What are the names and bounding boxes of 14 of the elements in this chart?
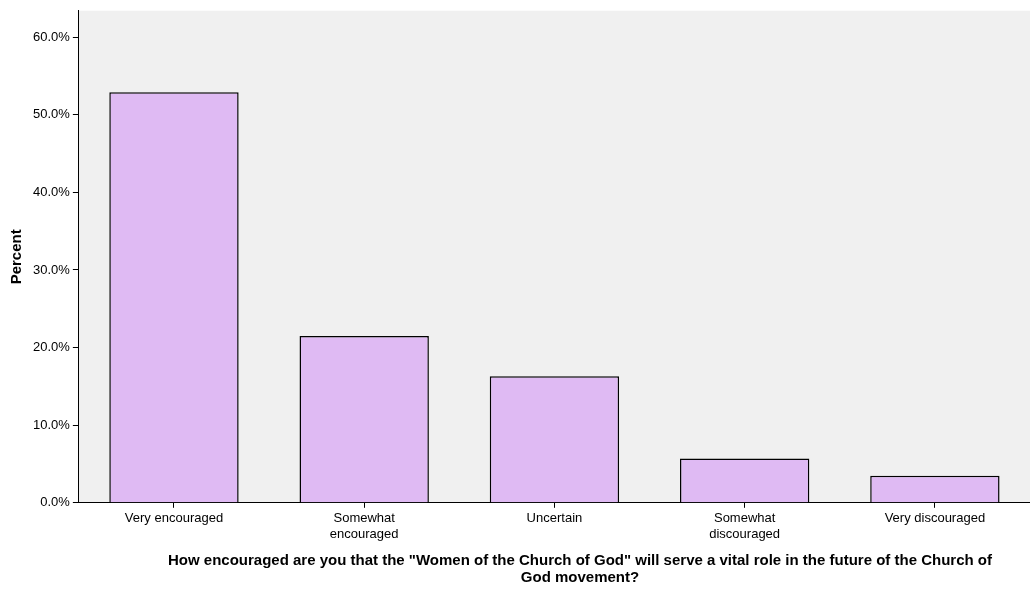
- x-tick-label: Somewhat encouraged: [329, 510, 399, 541]
- x-tick-label: Somewhat discouraged: [709, 510, 781, 541]
- y-tick-label: 30.0%: [32, 261, 71, 277]
- y-tick-label: 10.0%: [32, 416, 71, 432]
- y-tick-label: 50.0%: [32, 106, 71, 122]
- x-tick-label: Very discouraged: [884, 510, 986, 526]
- y-tick-label: 40.0%: [32, 183, 71, 199]
- y-tick-label: 20.0%: [32, 339, 71, 355]
- y-tick-label: 60.0%: [32, 28, 71, 44]
- y-axis-title: Percent: [7, 229, 25, 285]
- y-tick-label: 0.0%: [40, 494, 71, 510]
- x-axis-title: How encouraged are you that the "Women of the Church of God" will serve a vital role in the future of the Church of God movement?: [167, 551, 993, 585]
- x-tick-label: Very encouraged: [124, 510, 224, 526]
- x-tick-label: Uncertain: [526, 510, 583, 526]
